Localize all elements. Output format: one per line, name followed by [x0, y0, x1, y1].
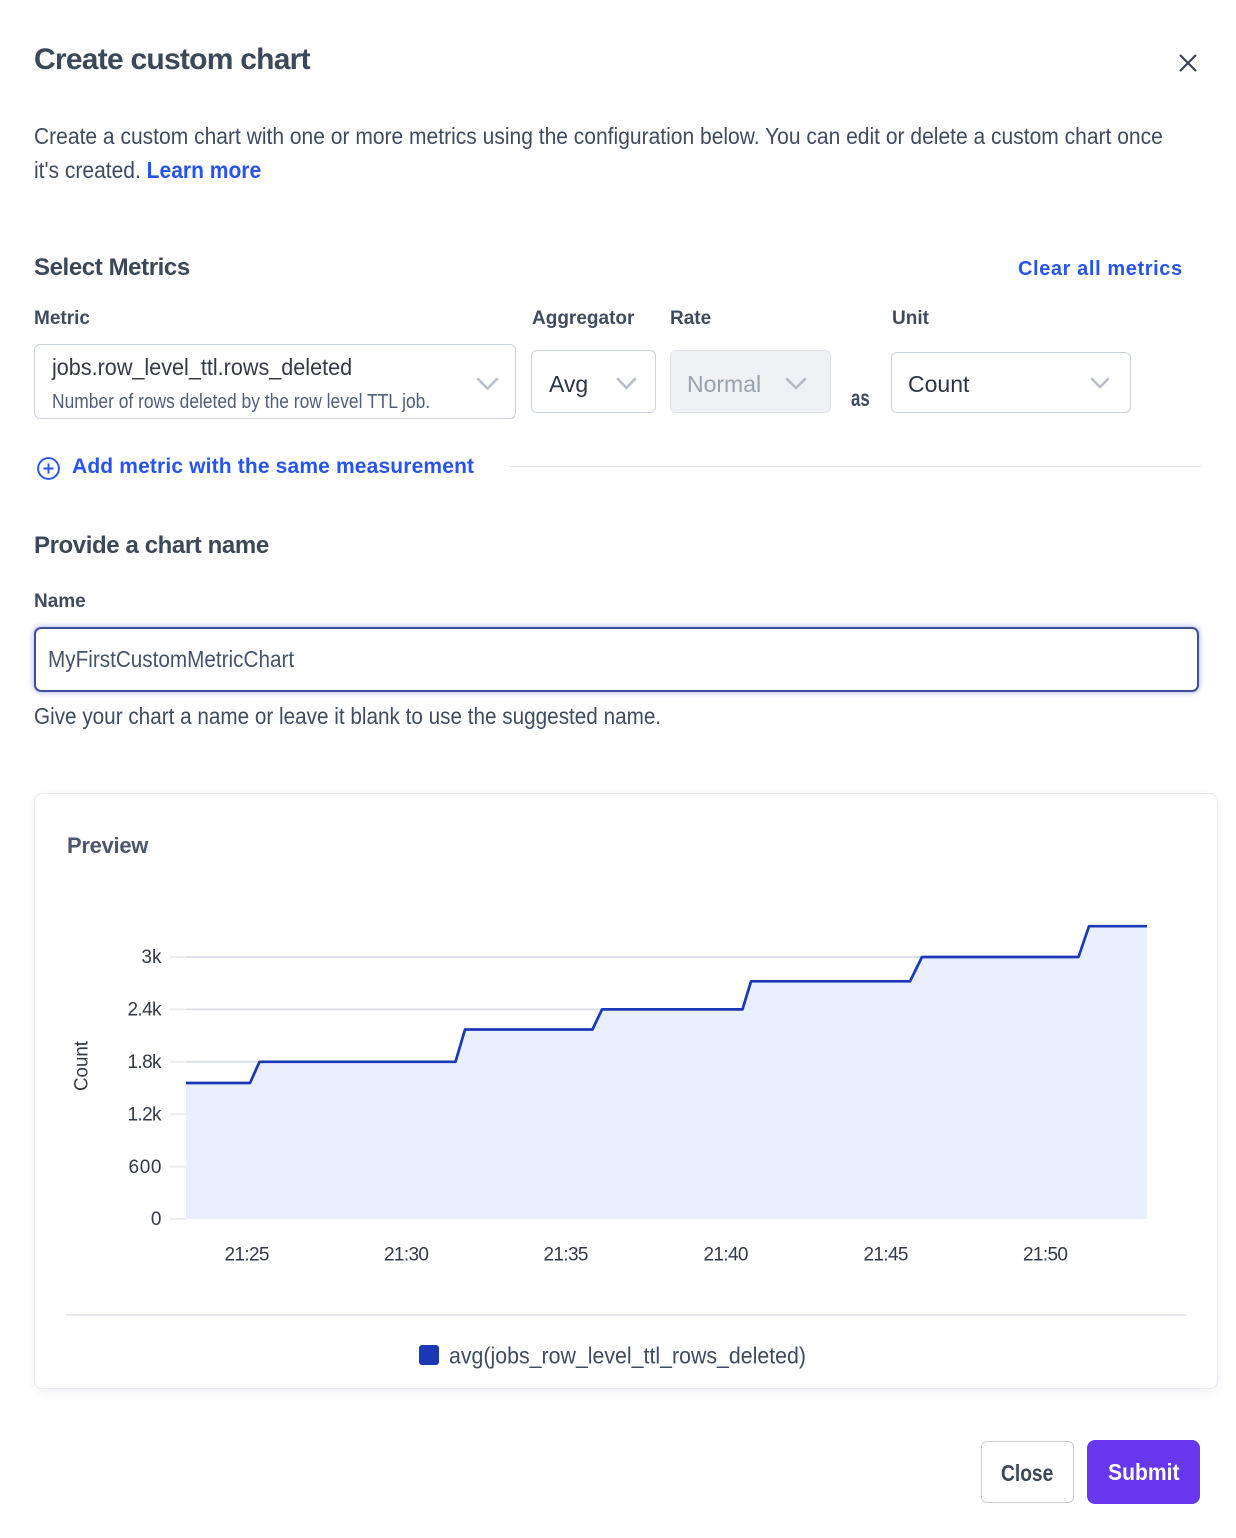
svg-text:21:40: 21:40 [704, 1244, 749, 1265]
svg-text:21:45: 21:45 [864, 1244, 909, 1265]
svg-text:21:50: 21:50 [1023, 1244, 1068, 1265]
svg-text:avg(jobs_row_level_ttl_rows_de: avg(jobs_row_level_ttl_rows_deleted) [449, 1343, 806, 1369]
svg-text:1.2k: 1.2k [128, 1104, 163, 1125]
svg-text:21:30: 21:30 [384, 1244, 429, 1265]
svg-text:2.4k: 2.4k [128, 1000, 163, 1021]
svg-text:0: 0 [151, 1209, 162, 1230]
svg-text:21:25: 21:25 [225, 1244, 270, 1265]
svg-text:3k: 3k [141, 947, 162, 968]
svg-text:1.8k: 1.8k [128, 1052, 163, 1073]
svg-text:Count: Count [72, 1040, 93, 1091]
svg-text:21:35: 21:35 [544, 1244, 589, 1265]
svg-text:600: 600 [129, 1157, 162, 1178]
